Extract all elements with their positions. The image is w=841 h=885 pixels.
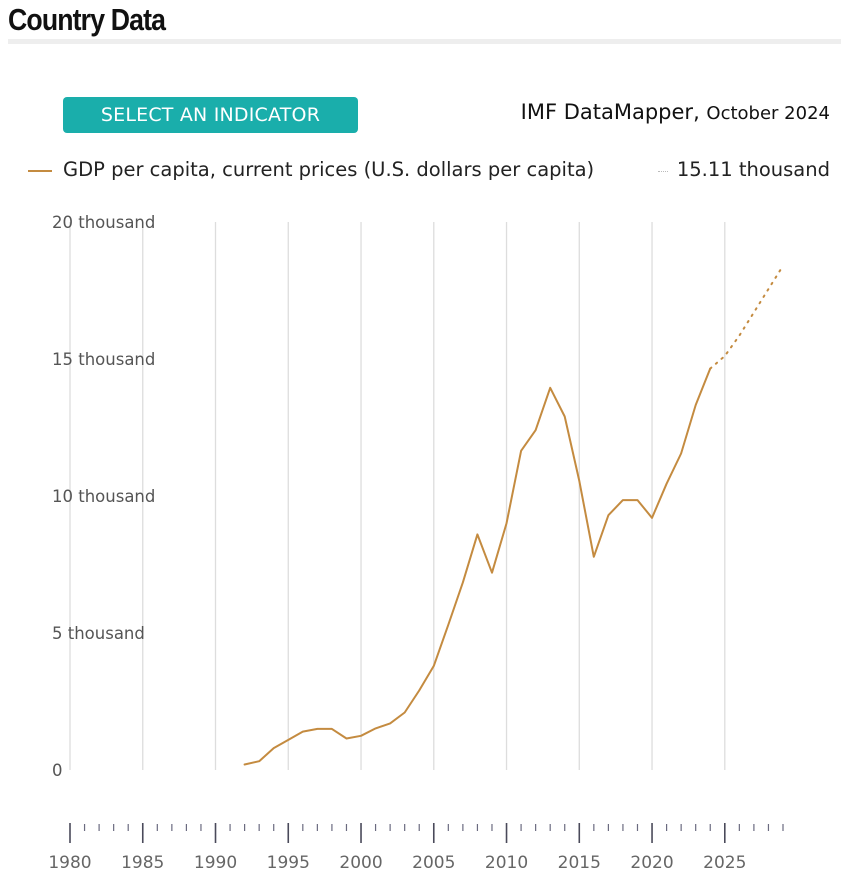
x-tick-label: 1980: [48, 853, 91, 873]
x-tick-label: 2010: [485, 853, 528, 873]
y-tick-label: 10 thousand: [52, 487, 155, 506]
source-edition: October 2024: [706, 103, 830, 124]
source-name: IMF DataMapper: [520, 100, 694, 124]
source-separator: ,: [693, 100, 707, 124]
select-indicator-button[interactable]: SELECT AN INDICATOR: [63, 97, 358, 133]
projection-line: [709, 264, 784, 370]
legend-latest-value: 15.11 thousand: [676, 158, 830, 181]
y-tick-label: 0: [52, 761, 63, 780]
grid-lines: [69, 222, 726, 770]
gdp-line-chart: 0 5 thousand 10 thousand 15 thousand 20 thou…: [48, 213, 784, 873]
chart-legend: GDP per capita, current prices (U.S. dol…: [28, 158, 830, 186]
y-axis-labels: 0 5 thousand 10 thousand 15 thousand 20 thou…: [52, 213, 155, 780]
x-tick-label: 1985: [121, 853, 164, 873]
legend-series-label[interactable]: GDP per capita, current prices (U.S. dol…: [63, 158, 595, 181]
y-tick-label: 5 thousand: [52, 624, 145, 643]
legend-projection-swatch: [658, 171, 668, 172]
y-tick-label: 20 thousand: [52, 213, 155, 232]
page-title: Country Data: [8, 2, 166, 37]
x-tick-label: 2025: [703, 853, 746, 873]
title-divider: [8, 39, 841, 44]
source-attribution[interactable]: IMF DataMapper, October 2024: [521, 100, 830, 124]
y-tick-label: 15 thousand: [52, 350, 155, 369]
series-layer: [243, 264, 784, 766]
legend-series-swatch: [28, 170, 52, 172]
x-axis[interactable]: 1980 1985 1990 1995 2000 2005 2010 2015 2020 2025: [48, 823, 784, 873]
x-tick-label: 2015: [558, 853, 601, 873]
x-tick-label: 1990: [194, 853, 237, 873]
series-line: [243, 367, 712, 766]
x-tick-label: 2005: [412, 853, 455, 873]
x-tick-label: 2020: [630, 853, 673, 873]
x-tick-label: 2000: [339, 853, 382, 873]
x-tick-label: 1995: [267, 853, 310, 873]
